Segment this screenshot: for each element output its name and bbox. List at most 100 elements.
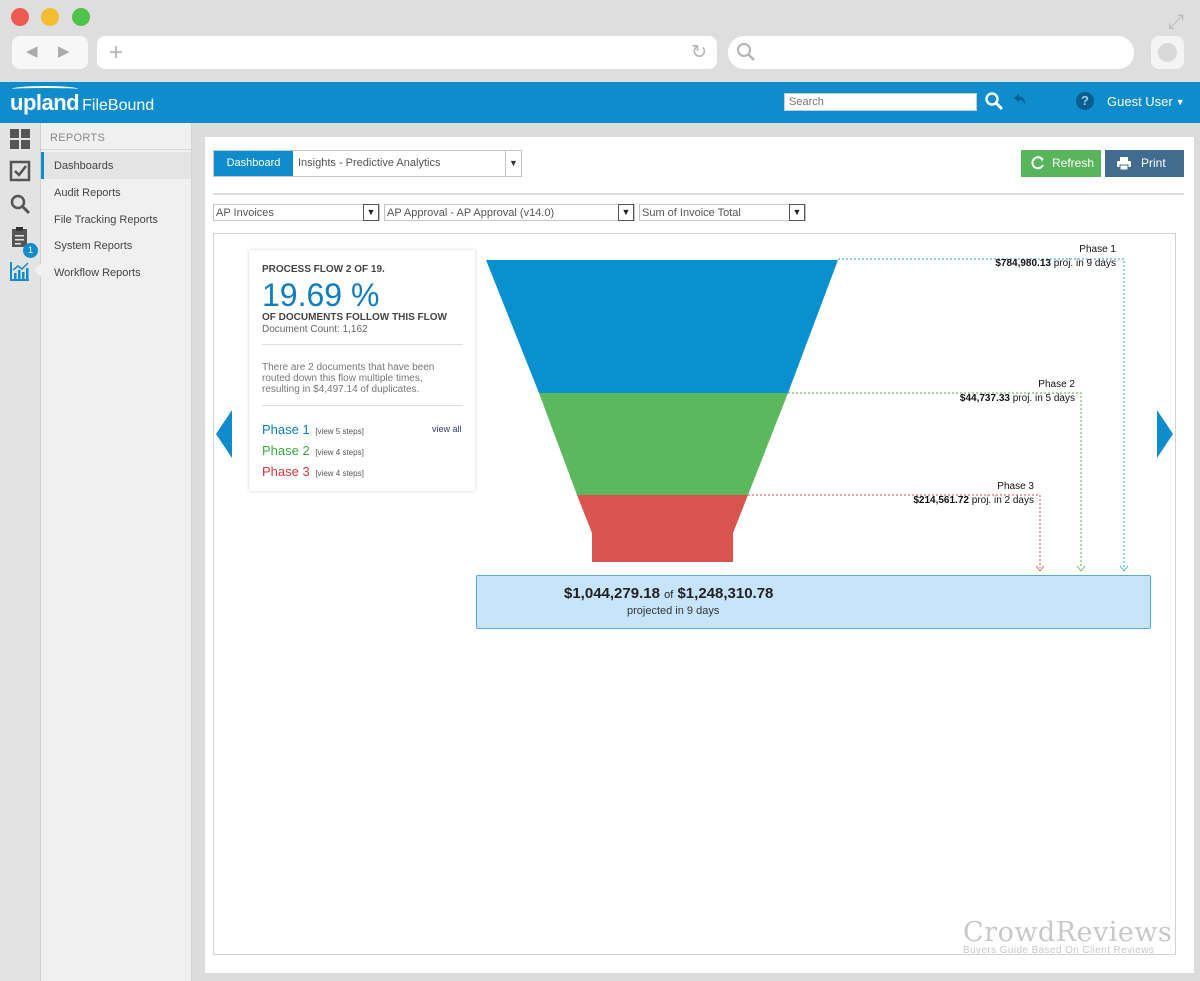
clipboard-icon[interactable] — [9, 226, 31, 248]
process-flow-card: PROCESS FLOW 2 OF 19. 19.69 % OF DOCUMEN… — [249, 250, 475, 491]
sidebar-item-file-tracking-reports[interactable]: File Tracking Reports — [54, 214, 158, 226]
reports-chart-icon[interactable] — [9, 260, 31, 282]
flow-percentage: 19.69 % — [262, 277, 380, 313]
chevron-down-icon: ▼ — [618, 204, 634, 221]
app-search-input[interactable] — [784, 93, 977, 111]
phase-2-label: Phase 2 $44,737.33 proj. in 5 days — [960, 379, 1075, 404]
sidebar-item-workflow-reports[interactable]: Workflow Reports — [54, 267, 141, 279]
print-button[interactable]: Print — [1105, 150, 1184, 177]
sidebar-item-audit-reports[interactable]: Audit Reports — [54, 187, 121, 199]
sidebar-divider — [41, 149, 191, 150]
forward-arrow-icon[interactable]: ▶ — [58, 43, 70, 60]
phase-3-link[interactable]: Phase 3 [view 4 steps] — [262, 464, 364, 479]
workflow-dropdown[interactable]: AP Approval - AP Approval (v14.0) ▼ — [384, 204, 635, 221]
sidebar-item-dashboards[interactable]: Dashboards — [41, 152, 191, 179]
phase-2-link[interactable]: Phase 2 [view 4 steps] — [262, 443, 364, 458]
projected-value: $1,044,279.18 — [564, 585, 660, 602]
projected-amount: $1,044,279.18 of $1,248,310.78 — [564, 585, 773, 602]
address-bar[interactable]: + ↻ — [97, 36, 717, 69]
funnel-chart — [486, 258, 1129, 572]
icon-rail: 1 — [0, 123, 42, 981]
phase-2-value: $44,737.33 — [959, 393, 1010, 404]
phase-3-title: Phase 3 — [997, 481, 1034, 492]
help-icon[interactable]: ? — [1076, 92, 1094, 110]
phase-3-name: Phase 3 — [262, 464, 310, 479]
tab-dashboard[interactable]: Dashboard — [214, 151, 293, 176]
of-text: of — [664, 589, 674, 601]
search-icon[interactable] — [984, 91, 1004, 111]
process-flow-label: PROCESS FLOW 2 OF 19. — [262, 264, 385, 275]
chevron-down-icon: ▼ — [789, 204, 805, 221]
phase-2-suffix: proj. in 5 days — [1012, 393, 1075, 404]
search-icon — [737, 43, 755, 61]
reports-sidebar: REPORTS Dashboards Audit Reports File Tr… — [41, 123, 192, 981]
watermark-brand: CrowdReviews — [963, 917, 1173, 948]
chevron-down-icon[interactable]: ▼ — [505, 151, 521, 176]
browser-nav-buttons: ◀ ▶ — [12, 36, 88, 69]
process-dropdown-value: AP Invoices — [216, 207, 274, 219]
watermark-tagline: Buyers Guide Based On Client Reviews — [963, 945, 1155, 956]
phase-2-name: Phase 2 — [262, 443, 310, 458]
phase-3-connector — [748, 494, 1041, 568]
measure-dropdown-value: Sum of Invoice Total — [642, 207, 741, 219]
print-label: Print — [1141, 156, 1166, 170]
phase-3-steps[interactable]: [view 4 steps] — [315, 469, 364, 478]
plus-icon[interactable]: + — [109, 39, 124, 66]
phase-2-connector — [788, 392, 1082, 568]
dashboard-grid-icon[interactable] — [9, 128, 31, 150]
funnel-phase-3[interactable] — [577, 495, 748, 562]
search-icon[interactable] — [9, 193, 31, 215]
measure-dropdown[interactable]: Sum of Invoice Total ▼ — [639, 204, 806, 221]
browser-chrome: ⤢ ◀ ▶ + ↻ — [0, 0, 1200, 82]
phase-3-label: Phase 3 $214,561.72 proj. in 2 days — [913, 481, 1034, 506]
refresh-button[interactable]: Refresh — [1021, 150, 1101, 177]
logo-swoosh — [12, 86, 78, 92]
fullscreen-icon[interactable]: ⤢ — [1168, 11, 1184, 33]
process-dropdown[interactable]: AP Invoices ▼ — [213, 204, 380, 221]
view-all-link[interactable]: view all — [432, 424, 462, 434]
phase-1-connector — [838, 258, 1125, 568]
sidebar-item-system-reports[interactable]: System Reports — [54, 240, 133, 252]
toolbar-divider — [213, 193, 1184, 195]
product-name: FileBound — [82, 97, 155, 114]
undo-icon[interactable] — [1010, 91, 1028, 109]
profile-button[interactable] — [1151, 36, 1184, 69]
back-arrow-icon[interactable]: ◀ — [26, 43, 38, 60]
phase-3-value: $214,561.72 — [913, 495, 969, 506]
funnel-phase-2[interactable] — [539, 393, 788, 495]
refresh-label: Refresh — [1052, 156, 1095, 170]
brand-name: upland — [10, 90, 80, 115]
card-divider — [262, 405, 463, 406]
minimize-window-button[interactable] — [41, 8, 59, 26]
projected-period: projected in 9 days — [627, 605, 720, 617]
projected-total-box: $1,044,279.18 of $1,248,310.78 projected… — [476, 575, 1151, 629]
browser-search-bar[interactable] — [728, 36, 1134, 69]
phase-1-link[interactable]: Phase 1 [view 5 steps] — [262, 422, 364, 437]
next-flow-arrow-icon[interactable] — [1157, 410, 1173, 458]
phase-1-label: Phase 1 $784,980.13 proj. in 9 days — [995, 244, 1116, 269]
phase-1-title: Phase 1 — [1079, 244, 1116, 255]
close-window-button[interactable] — [11, 8, 29, 26]
phase-2-steps[interactable]: [view 4 steps] — [315, 448, 364, 457]
checkbox-task-icon[interactable] — [9, 160, 31, 182]
previous-flow-arrow-icon[interactable] — [216, 410, 232, 458]
dashboard-selector: Dashboard Insights - Predictive Analytic… — [213, 150, 522, 177]
crowdreviews-watermark: CrowdReviews Buyers Guide Based On Clien… — [963, 917, 1172, 956]
dashboard-select[interactable]: Insights - Predictive Analytics — [298, 157, 441, 169]
phase-1-steps[interactable]: [view 5 steps] — [315, 427, 364, 436]
chevron-down-icon: ▼ — [363, 204, 379, 221]
maximize-window-button[interactable] — [72, 8, 90, 26]
follow-text: OF DOCUMENTS FOLLOW THIS FLOW — [262, 312, 447, 323]
reload-icon[interactable]: ↻ — [691, 42, 707, 63]
phase-1-suffix: proj. in 9 days — [1053, 258, 1116, 269]
grand-total-value: $1,248,310.78 — [677, 585, 774, 602]
phase-1-name: Phase 1 — [262, 422, 310, 437]
funnel-phase-1[interactable] — [486, 260, 838, 393]
notification-badge: 1 — [23, 243, 38, 258]
printer-icon — [1117, 157, 1131, 171]
user-menu[interactable]: Guest User ▼ — [1107, 94, 1185, 109]
workflow-dropdown-value: AP Approval - AP Approval (v14.0) — [387, 207, 555, 219]
phase-1-value: $784,980.13 — [995, 258, 1051, 269]
user-name: Guest User — [1107, 94, 1173, 109]
document-count: Document Count: 1,162 — [262, 324, 368, 335]
